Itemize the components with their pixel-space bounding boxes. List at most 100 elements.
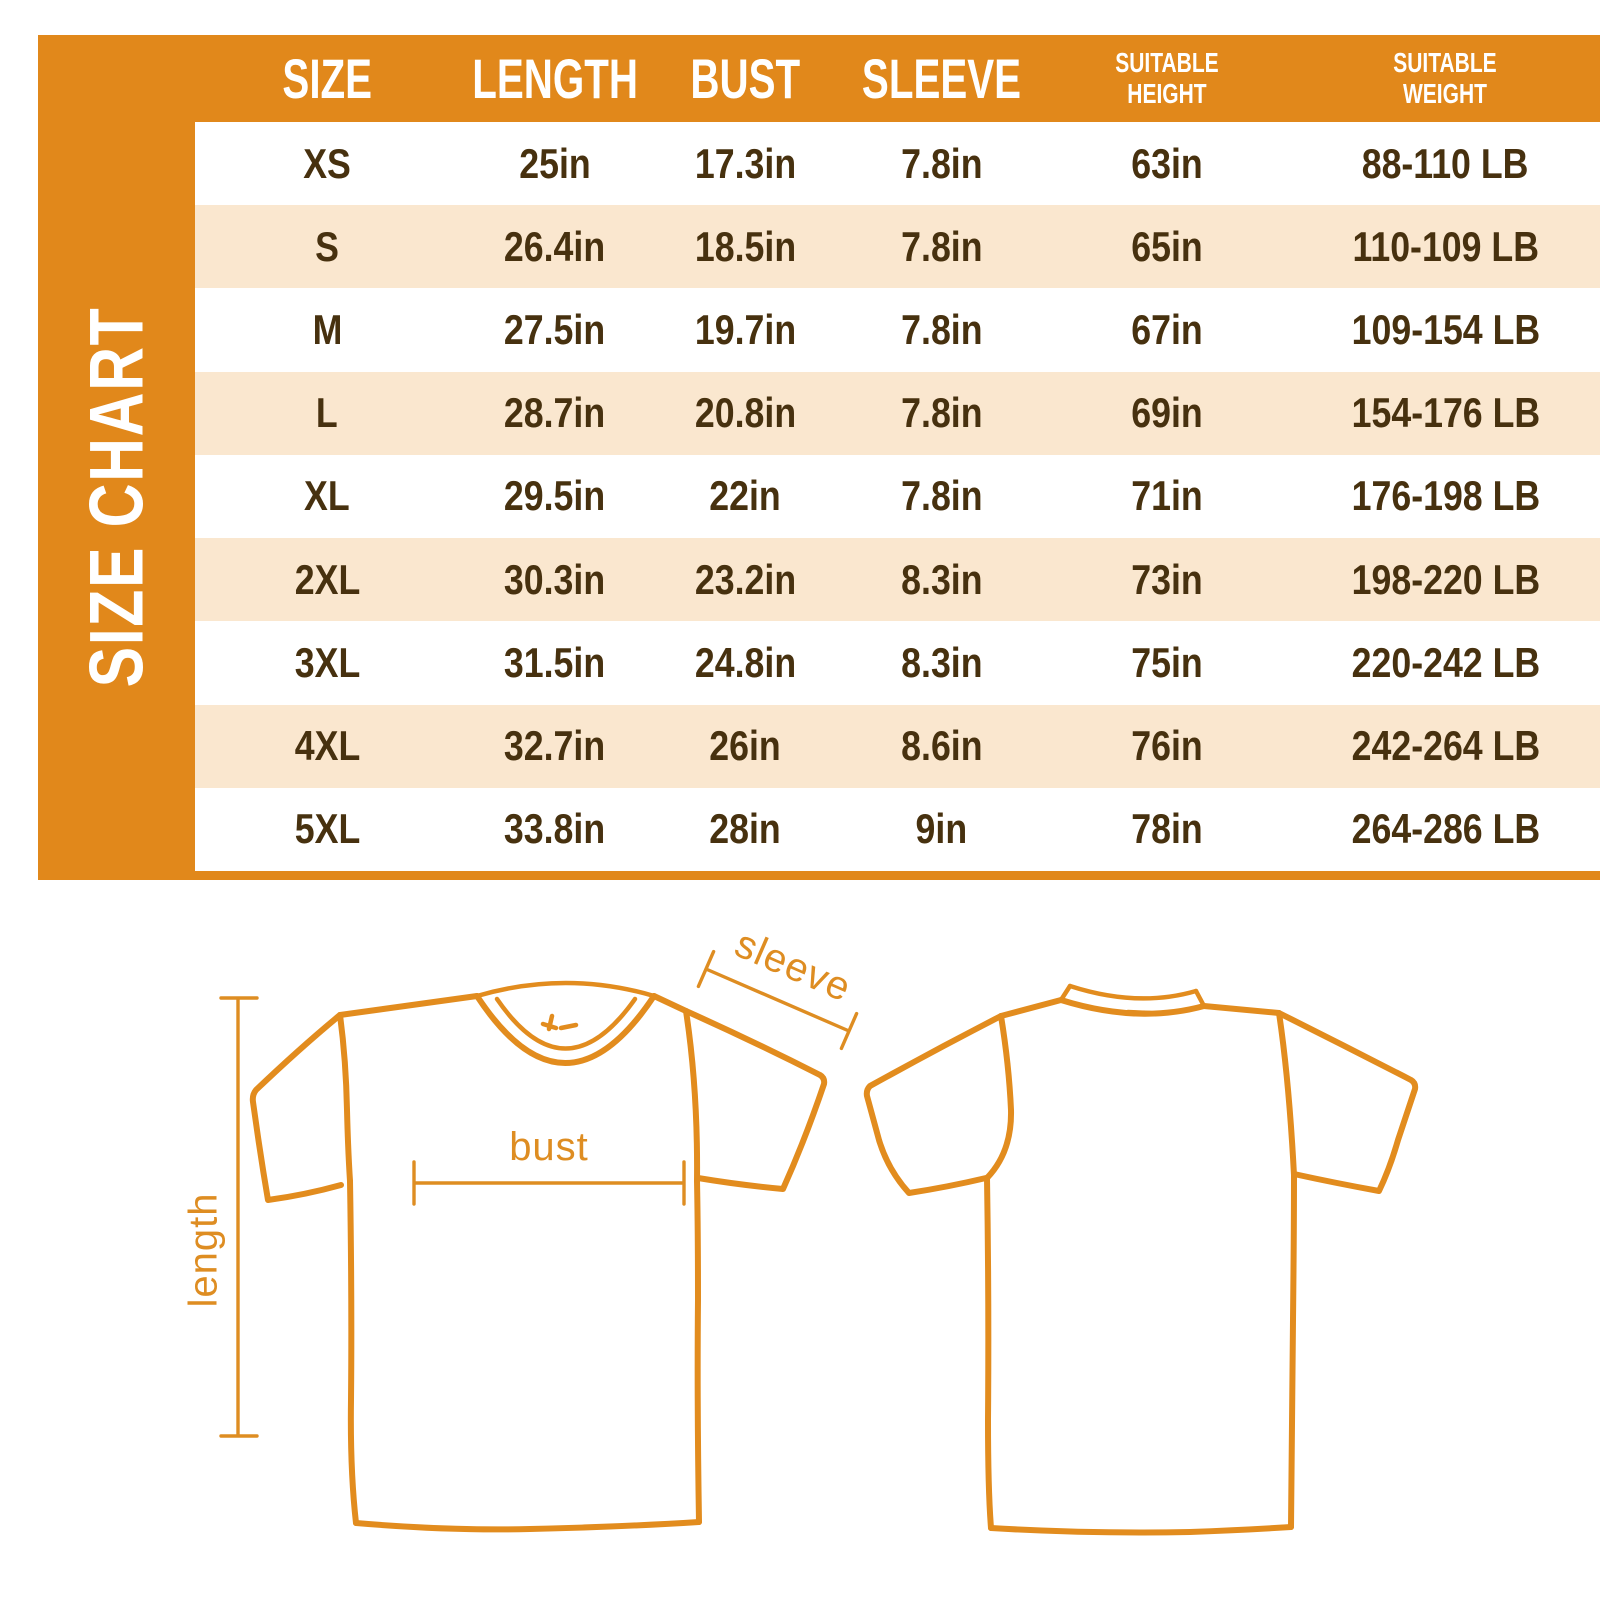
- cell-weight: 264-286 LB: [1351, 805, 1540, 853]
- cell-bust: 24.8in: [694, 638, 796, 686]
- cell-weight: 88-110 LB: [1362, 139, 1529, 187]
- cell-weight: 154-176 LB: [1351, 389, 1540, 437]
- length-measure: length: [182, 996, 259, 1438]
- table-row: L 28.7in 20.8in 7.8in 69in 154-176 LB: [195, 371, 1600, 455]
- back-right-shoulder: [1201, 1003, 1282, 1016]
- table-row: XS 25in 17.3in 7.8in 63in 88-110 LB: [195, 122, 1600, 206]
- cell-weight: 176-198 LB: [1351, 472, 1540, 520]
- cell-bust: 18.5in: [694, 222, 796, 270]
- length-line: [219, 996, 259, 1438]
- cell-size: S: [315, 222, 339, 270]
- cell-weight: 110-109 LB: [1352, 222, 1539, 270]
- table-row: 5XL 33.8in 28in 9in 78in 264-286 LB: [195, 787, 1600, 871]
- front-collar-stitch: [540, 1013, 579, 1032]
- cell-height: 73in: [1131, 555, 1203, 603]
- sleeve-label: sleeve: [729, 922, 858, 1011]
- front-left-shoulder: [337, 993, 480, 1018]
- sleeve-line: [696, 949, 859, 1051]
- cell-size: L: [316, 389, 338, 437]
- cell-sleeve: 7.8in: [901, 222, 983, 270]
- back-left-shoulder: [998, 997, 1064, 1019]
- col-header-bust: BUST: [690, 47, 800, 110]
- cell-sleeve: 7.8in: [901, 139, 983, 187]
- back-collar-outer: [1067, 983, 1199, 1001]
- tshirt-front-outline: [249, 980, 828, 1533]
- cell-length: 31.5in: [504, 638, 606, 686]
- cell-length: 30.3in: [504, 555, 606, 603]
- cell-bust: 28in: [709, 805, 781, 853]
- cell-height: 67in: [1131, 306, 1203, 354]
- table-header-band: [38, 35, 1600, 122]
- cell-bust: 19.7in: [694, 306, 796, 354]
- table-header-row: SIZE LENGTH BUST SLEEVE SUITABLE HEIGHT S…: [195, 35, 1600, 122]
- table-row: XL 29.5in 22in 7.8in 71in 176-198 LB: [195, 454, 1600, 539]
- table-row: M 27.5in 19.7in 7.8in 67in 109-154 LB: [195, 288, 1600, 372]
- cell-length: 29.5in: [504, 472, 606, 520]
- back-left-sleeve: [863, 1013, 1004, 1196]
- cell-size: XS: [303, 139, 351, 187]
- cell-weight: 242-264 LB: [1351, 722, 1540, 770]
- col-header-sleeve: SLEEVE: [862, 47, 1022, 110]
- cell-bust: 17.3in: [694, 139, 796, 187]
- length-label: length: [182, 1193, 226, 1308]
- cell-size: 2XL: [294, 555, 360, 603]
- cell-bust: 23.2in: [694, 555, 796, 603]
- cell-length: 26.4in: [504, 222, 606, 270]
- back-right-sleeve: [1276, 1010, 1419, 1194]
- front-collar-outer: [474, 993, 657, 1066]
- cell-bust: 26in: [709, 722, 781, 770]
- table-row: 3XL 31.5in 24.8in 8.3in 75in 220-242 LB: [195, 621, 1600, 705]
- front-left-sleeve: [249, 1012, 344, 1203]
- front-right-seam: [683, 1008, 701, 1184]
- cell-sleeve: 8.6in: [901, 722, 983, 770]
- col-header-suitable-weight: SUITABLE WEIGHT: [1393, 46, 1498, 109]
- cell-sleeve: 8.3in: [901, 555, 983, 603]
- front-right-side: [694, 1178, 702, 1525]
- cell-height: 75in: [1131, 638, 1203, 686]
- front-right-sleeve: [683, 1008, 828, 1192]
- cell-height: 76in: [1131, 722, 1203, 770]
- front-hem: [353, 1519, 702, 1533]
- back-right-seam: [1276, 1010, 1297, 1178]
- sidebar-title-band: SIZE CHART: [38, 122, 195, 871]
- cell-weight: 220-242 LB: [1351, 638, 1540, 686]
- cell-size: 3XL: [294, 638, 360, 686]
- cell-length: 25in: [518, 139, 591, 187]
- table-body: XS 25in 17.3in 7.8in 63in 88-110 LB S 26…: [195, 122, 1600, 871]
- measurement-diagram: length bust sleeve: [182, 922, 1419, 1536]
- col-header-length: LENGTH: [471, 47, 638, 110]
- front-left-seam: [337, 1012, 353, 1184]
- cell-bust: 22in: [709, 472, 781, 520]
- cell-weight: 198-220 LB: [1351, 555, 1540, 603]
- cell-bust: 20.8in: [694, 389, 796, 437]
- cell-height: 69in: [1131, 389, 1203, 437]
- table-row: 2XL 30.3in 23.2in 8.3in 73in 198-220 LB: [195, 538, 1600, 622]
- page-title: SIZE CHART: [74, 306, 159, 687]
- tshirt-back-outline: [863, 983, 1419, 1536]
- cell-sleeve: 8.3in: [901, 638, 983, 686]
- col-header-size: SIZE: [282, 47, 372, 110]
- cell-height: 71in: [1131, 472, 1203, 520]
- back-hem: [988, 1524, 1294, 1536]
- cell-sleeve: 7.8in: [901, 306, 983, 354]
- back-left-seam: [984, 1013, 1015, 1181]
- front-collar-top: [474, 980, 657, 999]
- cell-weight: 109-154 LB: [1351, 306, 1540, 354]
- cell-size: M: [312, 306, 342, 354]
- cell-sleeve: 9in: [915, 805, 968, 853]
- table-bottom-border: [38, 871, 1600, 880]
- cell-height: 78in: [1131, 805, 1203, 853]
- cell-height: 65in: [1131, 222, 1203, 270]
- bust-line: [412, 1160, 686, 1206]
- table-row: S 26.4in 18.5in 7.8in 65in 110-109 LB: [195, 205, 1600, 289]
- cell-length: 32.7in: [504, 722, 606, 770]
- back-left-side: [984, 1175, 994, 1531]
- cell-length: 27.5in: [504, 306, 606, 354]
- cell-length: 28.7in: [504, 389, 606, 437]
- bust-measure: bust: [412, 1125, 686, 1206]
- size-chart-panel: SIZE LENGTH BUST SLEEVE SUITABLE HEIGHT S…: [38, 35, 1600, 880]
- cell-size: 4XL: [294, 722, 360, 770]
- col-header-suitable-height: SUITABLE HEIGHT: [1115, 46, 1219, 109]
- bust-label: bust: [509, 1125, 589, 1169]
- table-row: 4XL 32.7in 26in 8.6in 76in 242-264 LB: [195, 704, 1600, 788]
